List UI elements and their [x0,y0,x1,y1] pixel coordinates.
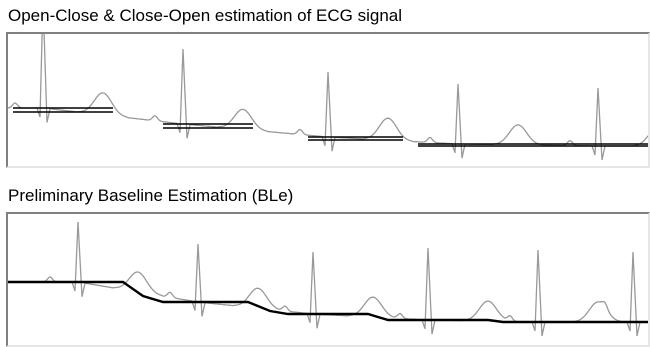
top-plot-frame [6,32,650,168]
bottom-plot-frame [6,212,650,347]
ecg-signal-line [8,34,648,161]
ecg-signal-line [8,221,648,337]
baseline-estimate-line [8,280,648,324]
bottom-chart-title: Preliminary Baseline Estimation (BLe) [8,186,294,205]
baseline-estimation-plot [8,221,648,337]
top-chart-title: Open-Close & Close-Open estimation of EC… [8,6,403,25]
ecg-estimation-plot [8,34,648,161]
